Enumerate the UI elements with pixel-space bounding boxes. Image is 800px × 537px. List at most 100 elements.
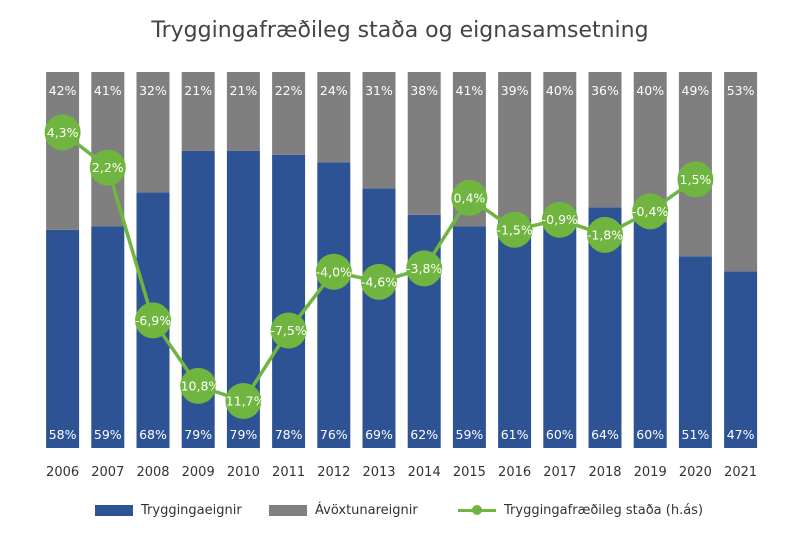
bar-avoxtunareignir-2013 — [362, 72, 396, 189]
point-tryggingafraedileg-stada-2018 — [587, 216, 623, 253]
point-tryggingafraedileg-stada-2015 — [451, 179, 488, 216]
chart-title: Tryggingafræðileg staða og eignasamsetni… — [151, 18, 649, 43]
point-tryggingafraedileg-stada-2007 — [89, 149, 126, 186]
data-label-tryggingaeignir-2016: 61% — [501, 427, 529, 442]
bar-tryggingaeignir-2007 — [91, 226, 125, 448]
point-tryggingafraedileg-stada-2006 — [44, 114, 81, 151]
point-tryggingafraedileg-stada-2008 — [135, 302, 171, 339]
data-label-tryggingafraedileg-stada-2016: -1,5% — [496, 222, 532, 237]
point-tryggingafraedileg-stada-2009 — [180, 367, 217, 404]
data-label-avoxtunareignir-2021: 53% — [727, 83, 755, 98]
data-label-avoxtunareignir-2015: 41% — [456, 83, 484, 98]
point-tryggingafraedileg-stada-2012 — [315, 253, 352, 290]
point-tryggingafraedileg-stada-2011 — [270, 312, 307, 349]
bar-tryggingaeignir-2021 — [724, 271, 758, 448]
data-label-tryggingafraedileg-stada-2017: -0,9% — [542, 212, 578, 227]
bar-avoxtunareignir-2017 — [543, 72, 577, 223]
data-label-avoxtunareignir-2006: 42% — [49, 83, 77, 98]
x-tick-label-2017: 2017 — [543, 465, 576, 480]
bar-tryggingaeignir-2011 — [272, 154, 306, 448]
x-tick-label-2019: 2019 — [634, 465, 667, 480]
data-label-avoxtunareignir-2007: 41% — [94, 83, 122, 98]
point-tryggingafraedileg-stada-2013 — [361, 263, 397, 300]
bar-avoxtunareignir-2006 — [46, 72, 80, 230]
bar-tryggingaeignir-2016 — [498, 218, 532, 448]
bar-avoxtunareignir-2011 — [272, 72, 306, 155]
point-tryggingafraedileg-stada-2020 — [677, 161, 714, 198]
x-tick-label-2014: 2014 — [408, 465, 441, 480]
bar-tryggingaeignir-2017 — [543, 222, 577, 448]
legend-swatch-avoxtunareignir — [269, 504, 307, 516]
data-label-tryggingaeignir-2007: 59% — [94, 427, 122, 442]
data-label-tryggingafraedileg-stada-2019: -0,4% — [632, 204, 668, 219]
data-label-tryggingaeignir-2010: 79% — [230, 427, 258, 442]
data-label-tryggingaeignir-2018: 64% — [591, 427, 619, 442]
data-label-tryggingafraedileg-stada-2009: -10,8% — [176, 378, 220, 393]
data-label-avoxtunareignir-2008: 32% — [139, 83, 167, 98]
data-label-avoxtunareignir-2009: 21% — [184, 83, 212, 98]
x-tick-label-2020: 2020 — [679, 465, 712, 480]
data-label-tryggingaeignir-2009: 79% — [184, 427, 212, 442]
data-label-tryggingafraedileg-stada-2012: -4,0% — [316, 264, 352, 279]
data-label-tryggingaeignir-2021: 47% — [727, 427, 755, 442]
data-label-avoxtunareignir-2019: 40% — [636, 83, 664, 98]
data-label-avoxtunareignir-2014: 38% — [410, 83, 438, 98]
x-tick-label-2011: 2011 — [272, 465, 305, 480]
bar-avoxtunareignir-2016 — [498, 72, 532, 219]
legend-item-tryggingaeignir: Tryggingaeignir — [95, 498, 242, 522]
x-tick-label-2015: 2015 — [453, 465, 486, 480]
data-label-tryggingafraedileg-stada-2018: -1,8% — [587, 227, 623, 242]
data-label-tryggingafraedileg-stada-2014: -3,8% — [406, 261, 442, 276]
data-label-tryggingafraedileg-stada-2013: -4,6% — [361, 274, 397, 289]
bar-avoxtunareignir-2018 — [588, 72, 622, 208]
data-label-tryggingaeignir-2019: 60% — [636, 427, 664, 442]
bar-tryggingaeignir-2006 — [46, 229, 80, 448]
bar-tryggingaeignir-2020 — [678, 256, 712, 448]
data-label-tryggingafraedileg-stada-2008: -6,9% — [135, 313, 171, 328]
legend-label-tryggingafraedileg-stada: Tryggingafræðileg staða (h.ás) — [504, 502, 704, 518]
data-label-tryggingafraedileg-stada-2020: 1,5% — [680, 172, 712, 187]
bar-avoxtunareignir-2014 — [407, 72, 441, 215]
data-label-tryggingafraedileg-stada-2015: 0,4% — [454, 190, 486, 205]
data-label-tryggingaeignir-2013: 69% — [365, 427, 393, 442]
bar-avoxtunareignir-2012 — [317, 72, 351, 163]
point-tryggingafraedileg-stada-2014 — [406, 250, 443, 287]
x-tick-label-2018: 2018 — [588, 465, 621, 480]
point-tryggingafraedileg-stada-2017 — [541, 201, 578, 238]
bar-tryggingaeignir-2015 — [452, 226, 486, 448]
chart-legend: Tryggingaeignir Ávöxtunareignir Trygging… — [0, 498, 800, 522]
x-tick-label-2007: 2007 — [91, 465, 124, 480]
legend-label-avoxtunareignir: Ávöxtunareignir — [315, 502, 418, 518]
data-label-avoxtunareignir-2010: 21% — [230, 83, 258, 98]
data-label-tryggingafraedileg-stada-2006: 4,3% — [47, 125, 79, 140]
data-label-tryggingafraedileg-stada-2011: -7,5% — [270, 323, 306, 338]
x-tick-label-2012: 2012 — [317, 465, 350, 480]
x-tick-label-2006: 2006 — [46, 465, 79, 480]
data-label-avoxtunareignir-2011: 22% — [275, 83, 303, 98]
point-tryggingafraedileg-stada-2019 — [632, 193, 669, 230]
data-label-tryggingaeignir-2011: 78% — [275, 427, 303, 442]
data-label-tryggingaeignir-2014: 62% — [410, 427, 438, 442]
bar-tryggingaeignir-2012 — [317, 162, 351, 449]
x-tick-label-2010: 2010 — [227, 465, 260, 480]
data-label-tryggingafraedileg-stada-2007: 2,2% — [92, 160, 124, 175]
data-label-tryggingaeignir-2008: 68% — [139, 427, 167, 442]
data-label-tryggingaeignir-2012: 76% — [320, 427, 348, 442]
bar-avoxtunareignir-2010 — [226, 72, 260, 151]
bar-avoxtunareignir-2009 — [181, 72, 215, 151]
data-label-avoxtunareignir-2012: 24% — [320, 83, 348, 98]
data-label-avoxtunareignir-2016: 39% — [501, 83, 529, 98]
legend-item-tryggingafraedileg-stada: Tryggingafræðileg staða (h.ás) — [458, 498, 703, 522]
legend-item-avoxtunareignir: Ávöxtunareignir — [269, 498, 418, 522]
x-tick-label-2016: 2016 — [498, 465, 531, 480]
data-label-avoxtunareignir-2017: 40% — [546, 83, 574, 98]
x-tick-label-2013: 2013 — [362, 465, 395, 480]
legend-label-tryggingaeignir: Tryggingaeignir — [141, 502, 242, 518]
x-tick-label-2009: 2009 — [182, 465, 215, 480]
x-tick-label-2008: 2008 — [136, 465, 169, 480]
data-label-avoxtunareignir-2020: 49% — [682, 83, 710, 98]
data-label-tryggingaeignir-2020: 51% — [682, 427, 710, 442]
bar-tryggingaeignir-2013 — [362, 188, 396, 448]
